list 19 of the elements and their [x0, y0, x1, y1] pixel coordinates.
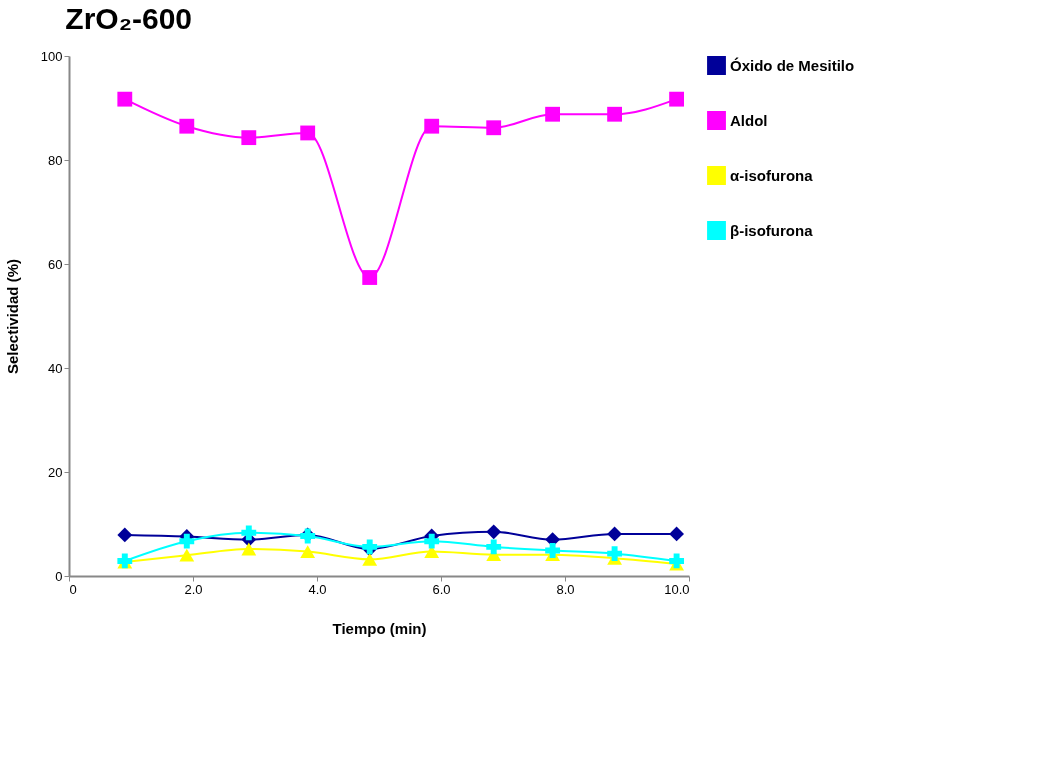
- x-tick-label: 4.0: [308, 581, 327, 597]
- x-tick-label: 6.0: [432, 581, 451, 597]
- legend-label: Aldol: [730, 111, 768, 129]
- y-tick-label: 0: [55, 568, 63, 584]
- x-axis-title: Tiempo (min): [332, 619, 427, 637]
- legend-label: β-isofurona: [730, 221, 814, 239]
- y-tick-label: 60: [48, 256, 63, 272]
- y-tick-label: 20: [48, 464, 63, 480]
- legend-label: Óxido de Mesitilo: [730, 56, 855, 74]
- legend-label: α-isofurona: [730, 166, 814, 184]
- y-tick-label: 100: [40, 48, 63, 64]
- y-tick-label: 40: [48, 360, 63, 376]
- y-tick-label: 80: [48, 152, 63, 168]
- x-tick-label: 0: [69, 581, 77, 597]
- chart-title: ZrO₂-600: [65, 2, 193, 35]
- x-tick-label: 8.0: [556, 581, 575, 597]
- x-tick-label: 10.0: [664, 581, 690, 597]
- x-tick-label: 2.0: [184, 581, 203, 597]
- y-axis-title: Selectividad (%): [3, 258, 21, 375]
